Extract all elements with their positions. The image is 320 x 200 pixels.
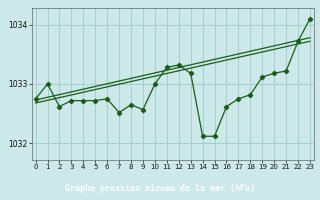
Text: Graphe pression niveau de la mer (hPa): Graphe pression niveau de la mer (hPa) [65,184,255,193]
